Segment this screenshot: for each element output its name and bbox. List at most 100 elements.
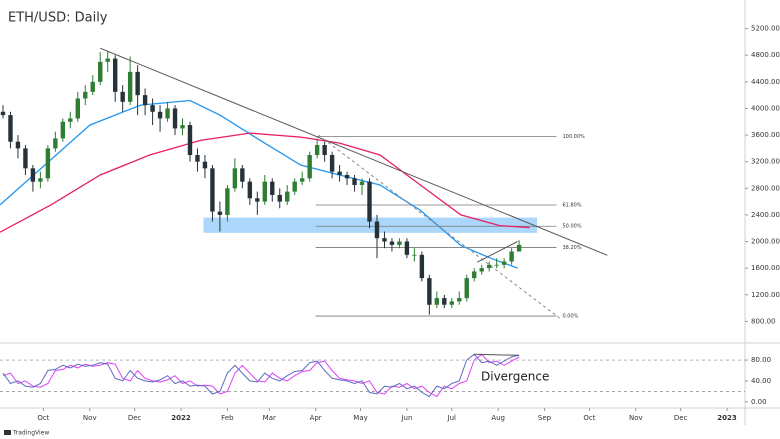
- candle-body: [374, 221, 380, 239]
- fib-label: 50.00%: [563, 224, 582, 230]
- candle-body: [150, 105, 155, 112]
- candle-body: [419, 254, 425, 279]
- candle-body: [53, 138, 58, 149]
- moving-average: [0, 132, 530, 233]
- candle-body: [457, 298, 462, 302]
- y-tick-label: 80.00: [751, 356, 771, 364]
- candle-body: [352, 178, 357, 185]
- x-tick-label: 2022: [171, 414, 191, 422]
- candle-body: [412, 254, 417, 256]
- x-tick-label: Nov: [83, 414, 97, 422]
- annotation: Divergence: [481, 370, 549, 384]
- candle-body: [344, 174, 350, 179]
- candle-body: [142, 95, 148, 106]
- candle-body: [449, 301, 454, 305]
- x-tick-label: Dec: [128, 414, 142, 422]
- candle-body: [135, 71, 140, 96]
- candle-body: [434, 298, 440, 305]
- y-tick-label: 5200.00: [751, 25, 780, 33]
- candle-body: [299, 178, 305, 182]
- y-tick-label: 3600.00: [751, 131, 780, 139]
- y-tick-label: 2800.00: [751, 184, 780, 192]
- x-tick-label: Sep: [538, 414, 552, 422]
- moving-average: [0, 99, 518, 269]
- y-tick-label: 800.00: [751, 317, 776, 325]
- candle-body: [509, 251, 514, 262]
- candle-body: [38, 178, 43, 182]
- candle-body: [359, 181, 365, 185]
- candle-body: [494, 264, 499, 266]
- candle-body: [8, 115, 13, 142]
- candle-body: [120, 91, 125, 102]
- candle-body: [464, 278, 469, 299]
- candle-body: [127, 71, 133, 102]
- y-tick-label: 40.00: [751, 377, 771, 385]
- y-tick-label: 3200.00: [751, 158, 780, 166]
- candle-body: [232, 168, 238, 189]
- candle-body: [23, 148, 28, 169]
- y-tick-label: 4400.00: [751, 78, 780, 86]
- rsi-line: [2, 353, 520, 398]
- y-tick-label: 1200.00: [751, 291, 780, 299]
- x-tick-label: Oct: [37, 414, 49, 422]
- candle-body: [516, 244, 522, 252]
- candle-body: [202, 161, 208, 169]
- candle-body: [367, 181, 372, 222]
- x-tick-label: Nov: [629, 414, 643, 422]
- candle-body: [404, 241, 410, 255]
- candle-body: [75, 98, 80, 119]
- y-tick-label: 2000.00: [751, 238, 780, 246]
- fib-label: 38.20%: [563, 245, 582, 251]
- x-tick-label: Jun: [400, 414, 412, 422]
- candle-body: [240, 168, 245, 182]
- candle-body: [337, 171, 342, 175]
- candle-body: [15, 141, 21, 149]
- y-tick-label: 2400.00: [751, 211, 780, 219]
- y-tick-label: 0.00: [751, 398, 767, 406]
- candle-body: [112, 58, 118, 92]
- trendline: [318, 134, 560, 319]
- trendline: [476, 241, 518, 263]
- zone: [203, 217, 538, 233]
- candle-body: [157, 111, 163, 119]
- trendline: [474, 353, 520, 356]
- x-tick-label: Feb: [221, 414, 234, 422]
- candle-body: [262, 181, 267, 202]
- candle-body: [217, 211, 223, 215]
- candle-body: [442, 298, 447, 305]
- candle-body: [68, 118, 73, 122]
- candle-body: [172, 108, 178, 129]
- logo-icon: [4, 430, 11, 435]
- chart-title: ETH/USD: Daily: [8, 11, 108, 26]
- candle-body: [165, 108, 170, 119]
- candle-body: [322, 145, 327, 156]
- candle-body: [479, 268, 484, 272]
- candle-body: [225, 188, 230, 215]
- x-tick-label: 2023: [717, 414, 737, 422]
- candle-body: [30, 168, 36, 182]
- candle-body: [270, 181, 275, 195]
- candle-body: [0, 111, 6, 116]
- candle-body: [472, 271, 477, 279]
- x-tick-label: Apr: [310, 414, 322, 422]
- logo: TradingView: [4, 430, 49, 437]
- candle-body: [329, 155, 335, 172]
- candle-body: [187, 125, 193, 156]
- candle-body: [397, 241, 402, 245]
- candle-body: [60, 121, 66, 139]
- watermark: TradingView: [12, 430, 49, 437]
- candle-body: [105, 58, 110, 62]
- candle-body: [292, 181, 297, 192]
- candle-body: [255, 198, 260, 202]
- rsi-line: [2, 353, 520, 398]
- candle-body: [427, 278, 432, 305]
- candle-body: [90, 81, 95, 92]
- y-tick-label: 4000.00: [751, 104, 780, 112]
- candle-body: [195, 155, 200, 162]
- fib-label: 0.00%: [563, 314, 579, 320]
- candle-body: [45, 148, 51, 179]
- y-tick-label: 4800.00: [751, 51, 780, 59]
- candle-body: [382, 238, 387, 242]
- fib-label: 100.00%: [563, 134, 585, 140]
